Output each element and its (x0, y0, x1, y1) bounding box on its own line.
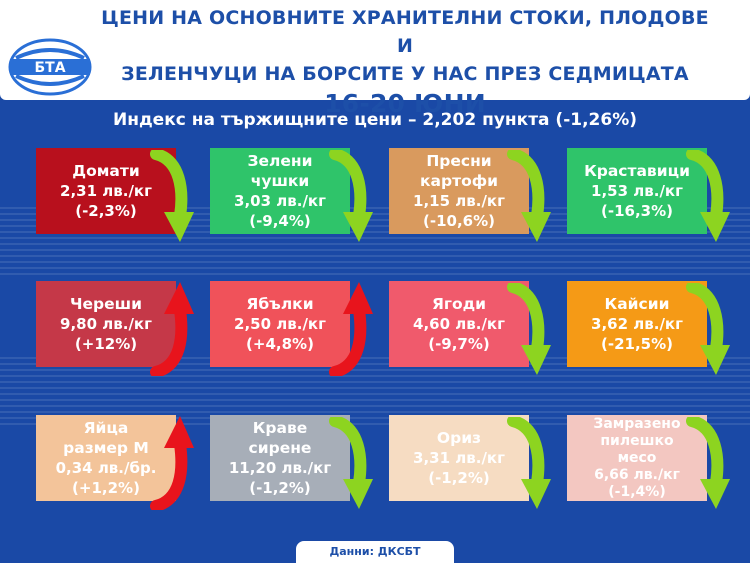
item-change: (-21,5%) (601, 335, 673, 353)
item-change: (-1,2%) (428, 469, 490, 487)
item-change: (+1,2%) (72, 479, 140, 497)
item-price: 3,03 лв./кг (234, 192, 326, 210)
item-change: (-1,4%) (608, 483, 666, 500)
item-name-line-2: размер М (63, 439, 149, 457)
arrow-down-icon (150, 150, 194, 242)
item-price: 3,31 лв./кг (413, 449, 505, 467)
item-name-line-2: сирене (248, 439, 312, 457)
arrow-up-icon (150, 282, 194, 376)
card-zamrazeno-pileshko: Замразено пилешко месо 6,66 лв./кг (-1,4… (567, 415, 707, 501)
item-name-line-1: Яйца (83, 419, 129, 437)
page-title: ЦЕНИ НА ОСНОВНИТЕ ХРАНИТЕЛНИ СТОКИ, ПЛОД… (95, 4, 715, 120)
arrow-down-icon (507, 417, 551, 509)
title-line-2: ЗЕЛЕНЧУЦИ НА БОРСИТЕ У НАС ПРЕЗ СЕДМИЦАТ… (121, 63, 689, 85)
item-change: (-16,3%) (601, 202, 673, 220)
arrow-down-icon (507, 150, 551, 242)
title-dates: 16-20 ЮНИ (324, 89, 486, 118)
card-yaytsa: Яйца размер М 0,34 лв./бр. (+1,2%) (36, 415, 176, 501)
arrow-up-icon (150, 416, 194, 510)
arrow-down-icon (686, 150, 730, 242)
item-change: (-9,4%) (249, 212, 311, 230)
logo-text: БТА (34, 60, 65, 76)
item-name-line-1: Пресни (426, 152, 492, 170)
header-banner: БТА ЦЕНИ НА ОСНОВНИТЕ ХРАНИТЕЛНИ СТОКИ, … (0, 0, 750, 118)
card-krave-sirene: Краве сирене 11,20 лв./кг (-1,2%) (210, 415, 350, 501)
item-name: Зелени чушки (247, 152, 313, 190)
card-chereshi: Череши 9,80 лв./кг (+12%) (36, 281, 176, 367)
item-change: (+4,8%) (246, 335, 314, 353)
arrow-up-icon (329, 282, 373, 376)
item-name-line-3: месо (617, 449, 657, 466)
card-presni-kartofi: Пресни картофи 1,15 лв./кг (-10,6%) (389, 148, 529, 234)
price-index-line: Индекс на тържищните цени – 2,202 пункта… (112, 110, 638, 130)
item-name: Краставици (584, 162, 690, 180)
card-domati: Домати 2,31 лв./кг (-2,3%) (36, 148, 176, 234)
item-name-line-2: картофи (420, 172, 498, 190)
card-yabulki: Ябълки 2,50 лв./кг (+4,8%) (210, 281, 350, 367)
item-price: 11,20 лв./кг (228, 459, 332, 477)
item-name: Ябълки (246, 295, 314, 313)
item-name-line-1: Краве (252, 419, 308, 437)
item-change: (-10,6%) (423, 212, 495, 230)
item-price: 6,66 лв./кг (594, 466, 680, 483)
item-price: 1,15 лв./кг (413, 192, 505, 210)
item-price: 4,60 лв./кг (413, 315, 505, 333)
card-kaysii: Кайсии 3,62 лв./кг (-21,5%) (567, 281, 707, 367)
bta-logo: БТА (8, 38, 92, 96)
item-price: 3,62 лв./кг (591, 315, 683, 333)
item-name: Череши (70, 295, 142, 313)
card-zeleni-chushki: Зелени чушки 3,03 лв./кг (-9,4%) (210, 148, 350, 234)
item-name: Кайсии (604, 295, 670, 313)
item-name: Ягоди (431, 295, 487, 313)
item-name-line-1: Замразено (593, 415, 681, 432)
item-price: 9,80 лв./кг (60, 315, 152, 333)
item-price: 2,31 лв./кг (60, 182, 152, 200)
item-change: (-1,2%) (249, 479, 311, 497)
item-price: 2,50 лв./кг (234, 315, 326, 333)
item-change: (-9,7%) (428, 335, 490, 353)
item-name: Домати (72, 162, 140, 180)
card-krastavitsi: Краставици 1,53 лв./кг (-16,3%) (567, 148, 707, 234)
item-name-line-2: пилешко (600, 432, 674, 449)
item-price: 0,34 лв./бр. (55, 459, 157, 477)
data-source-label: Данни: ДКСБТ (296, 541, 454, 563)
title-line-1: ЦЕНИ НА ОСНОВНИТЕ ХРАНИТЕЛНИ СТОКИ, ПЛОД… (101, 7, 709, 57)
arrow-down-icon (329, 150, 373, 242)
arrow-down-icon (686, 417, 730, 509)
arrow-down-icon (686, 283, 730, 375)
item-change: (-2,3%) (75, 202, 137, 220)
arrow-down-icon (329, 417, 373, 509)
arrow-down-icon (507, 283, 551, 375)
card-oriz: Ориз 3,31 лв./кг (-1,2%) (389, 415, 529, 501)
item-name: Ориз (436, 429, 482, 447)
item-price: 1,53 лв./кг (591, 182, 683, 200)
item-change: (+12%) (74, 335, 138, 353)
card-yagodi: Ягоди 4,60 лв./кг (-9,7%) (389, 281, 529, 367)
